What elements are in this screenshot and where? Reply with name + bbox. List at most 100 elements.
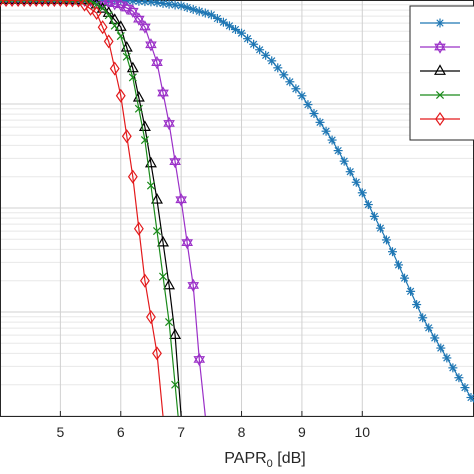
asterisk-marker	[375, 223, 385, 233]
x-tick-labels: 5 6 7 8 9 10	[56, 424, 370, 440]
asterisk-marker	[218, 17, 228, 27]
asterisk-marker	[206, 10, 216, 20]
asterisk-marker	[249, 39, 259, 49]
diamond-marker	[139, 273, 150, 288]
triangle-marker	[72, 0, 85, 5]
asterisk-marker	[435, 18, 445, 28]
x-marker	[159, 272, 168, 281]
asterisk-marker	[158, 0, 168, 8]
diamond-marker	[97, 20, 108, 35]
x-marker	[165, 318, 174, 327]
asterisk-marker	[412, 300, 422, 310]
x-marker	[104, 11, 113, 20]
legend	[409, 5, 474, 141]
x-marker	[128, 73, 137, 82]
asterisk-marker	[357, 188, 367, 198]
asterisk-marker	[255, 45, 265, 55]
hexagram-marker	[181, 235, 193, 250]
asterisk-marker	[363, 200, 373, 210]
diamond-marker	[146, 309, 156, 325]
asterisk-marker	[176, 1, 186, 11]
diamond-marker	[103, 34, 114, 49]
diamond-marker	[91, 5, 102, 21]
asterisk-marker	[345, 167, 355, 177]
diamond-marker	[152, 346, 162, 361]
diamond-marker	[7, 0, 18, 8]
asterisk-marker	[224, 21, 234, 31]
triangle-marker	[163, 278, 176, 290]
asterisk-marker	[212, 14, 222, 24]
diamond-marker	[109, 61, 120, 76]
triangle-marker	[151, 193, 163, 204]
diamond-marker	[435, 111, 445, 127]
series-line	[0, 0, 164, 417]
triangle-marker	[144, 156, 157, 168]
asterisk-marker	[394, 260, 404, 270]
asterisk-marker	[170, 0, 180, 10]
asterisk-marker	[237, 28, 247, 38]
asterisk-marker	[267, 56, 277, 66]
triangle-marker	[78, 0, 91, 5]
triangle-marker	[48, 0, 61, 4]
asterisk-marker	[351, 177, 361, 187]
hexagram-marker	[193, 352, 206, 367]
diamond-marker	[133, 221, 144, 236]
asterisk-marker	[406, 286, 416, 296]
diamond-marker	[43, 0, 54, 8]
triangle-marker	[30, 0, 43, 4]
series-0	[0, 0, 474, 403]
x-marker	[98, 4, 107, 13]
triangle-marker	[36, 0, 49, 4]
x-axis-label-text: PAPR	[224, 450, 266, 467]
diamond-marker	[25, 0, 36, 8]
x-marker	[122, 52, 131, 61]
asterisk-marker	[146, 0, 156, 7]
diamond-marker	[121, 129, 132, 144]
x-tick-label: 6	[117, 424, 125, 440]
x-tick-label: 8	[238, 424, 246, 440]
x-tick-label: 5	[56, 424, 64, 440]
asterisk-marker	[309, 108, 319, 118]
legend-entry-3	[420, 90, 460, 100]
hexagram-marker	[163, 116, 175, 131]
asterisk-marker	[387, 247, 397, 257]
triangle-marker	[157, 235, 170, 247]
asterisk-marker	[339, 156, 349, 166]
x-axis-label: PAPR0 [dB]	[224, 450, 305, 470]
asterisk-marker	[369, 211, 379, 221]
asterisk-marker	[424, 323, 434, 333]
asterisk-marker	[285, 77, 295, 87]
asterisk-marker	[454, 373, 464, 383]
asterisk-marker	[460, 383, 470, 393]
x-marker	[171, 380, 180, 389]
x-marker	[134, 104, 143, 113]
triangle-marker	[60, 0, 73, 4]
diamond-marker	[127, 169, 138, 184]
triangle-marker	[66, 0, 79, 5]
asterisk-marker	[381, 235, 391, 245]
hexagram-marker	[133, 12, 145, 26]
triangle-marker	[6, 0, 19, 4]
asterisk-marker	[194, 6, 204, 16]
triangle-marker	[24, 0, 37, 4]
asterisk-marker	[333, 146, 343, 156]
asterisk-marker	[442, 353, 452, 363]
diamond-marker	[115, 88, 126, 103]
asterisk-marker	[400, 273, 410, 283]
asterisk-marker	[188, 4, 198, 14]
legend-entry-4	[420, 111, 460, 127]
hexagram-marker	[187, 278, 200, 293]
diamond-marker	[31, 0, 42, 8]
diamond-marker	[37, 0, 48, 8]
triangle-marker	[0, 0, 13, 4]
asterisk-marker	[327, 135, 337, 145]
asterisk-marker	[243, 34, 253, 44]
x-axis-label-unit: [dB]	[273, 450, 306, 467]
asterisk-marker	[200, 8, 210, 18]
diamond-marker	[67, 0, 78, 8]
legend-entry-1	[420, 40, 460, 54]
x-tick-label: 9	[298, 424, 306, 440]
hexagram-marker	[151, 55, 163, 70]
series-4	[0, 0, 164, 417]
diamond-marker	[1, 0, 11, 8]
